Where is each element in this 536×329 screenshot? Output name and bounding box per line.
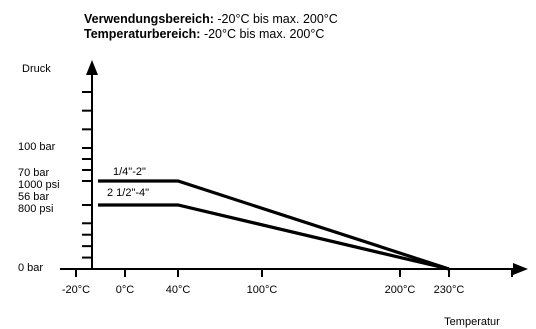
- header-range: -20°C bis max. 200°C: [214, 12, 338, 26]
- header-line-0: Verwendungsbereich: -20°C bis max. 200°C: [84, 12, 338, 26]
- y-axis-title: Druck: [22, 63, 51, 75]
- header-term: Temperaturbereich:: [84, 27, 200, 41]
- x-tick-label: 40°C: [166, 284, 191, 296]
- x-ticks: [75, 269, 513, 277]
- y-tick-label: 70 bar: [18, 167, 50, 179]
- series-label-0: 1/4"-2": [113, 166, 146, 178]
- x-tick-labels: -20°C 0°C 40°C 100°C 200°C 230°C: [62, 284, 465, 296]
- y-tick-label: 56 bar: [18, 191, 50, 203]
- y-ticks: [82, 91, 92, 259]
- y-axis-arrow: [86, 60, 98, 75]
- header-term: Verwendungsbereich:: [84, 12, 214, 26]
- series-label-1: 2 1/2"-4": [107, 187, 149, 199]
- series-lines: [98, 179, 450, 271]
- y-tick-label: 1000 psi: [18, 179, 60, 191]
- x-tick-label: 0°C: [116, 284, 135, 296]
- series-line-1: [98, 203, 450, 271]
- x-tick-label: 230°C: [434, 284, 465, 296]
- series-labels: 1/4"-2" 2 1/2"-4": [107, 166, 149, 199]
- x-axis-title: Temperatur: [444, 316, 500, 328]
- chart-header: Verwendungsbereich: -20°C bis max. 200°C…: [84, 12, 338, 41]
- x-tick-label: 200°C: [385, 284, 416, 296]
- x-axis-arrow: [513, 263, 528, 275]
- y-tick-label: 800 psi: [18, 203, 53, 215]
- series-line-0: [98, 179, 450, 271]
- y-tick-label: 0 bar: [18, 262, 43, 274]
- y-tick-label: 100 bar: [18, 141, 56, 153]
- header-line-1: Temperaturbereich: -20°C bis max. 200°C: [84, 27, 324, 41]
- x-tick-label: 100°C: [247, 284, 278, 296]
- x-tick-label: -20°C: [62, 284, 90, 296]
- header-range: -20°C bis max. 200°C: [200, 27, 324, 41]
